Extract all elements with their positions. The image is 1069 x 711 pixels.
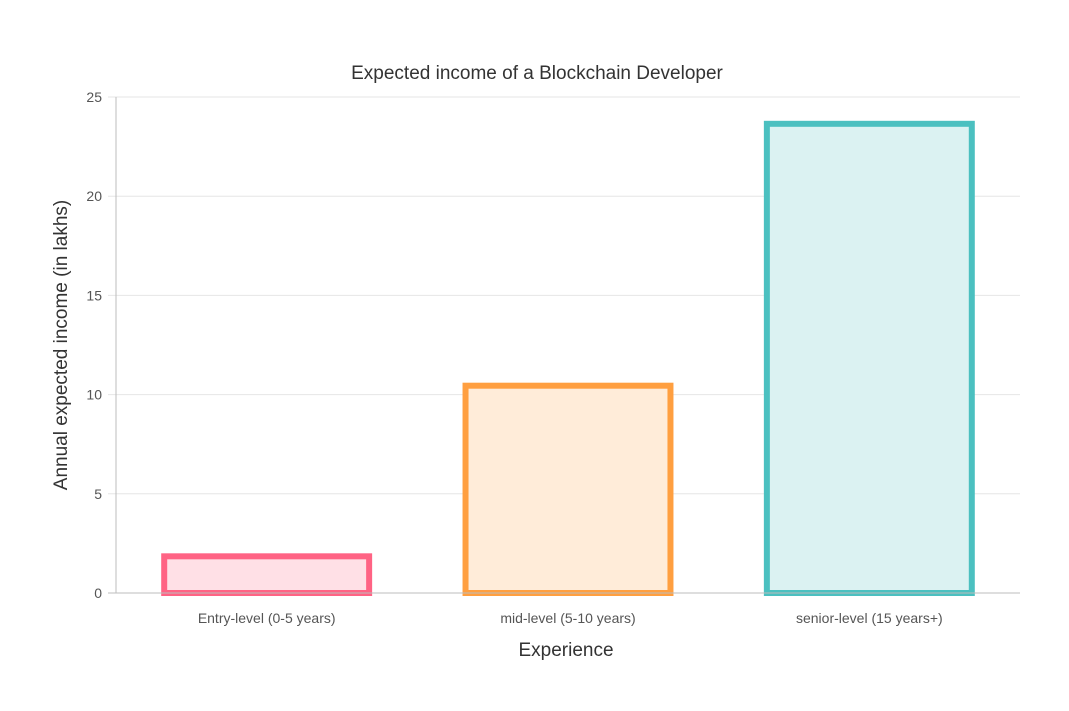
y-tick-label: 25 (86, 89, 102, 105)
y-tick-label: 15 (86, 287, 102, 303)
bar-2 (763, 120, 975, 596)
y-axis-title: Annual expected income (in lakhs) (51, 200, 72, 490)
x-axis-ticks: Entry-level (0-5 years) mid-level (5-10 y… (198, 610, 943, 626)
bar-0 (161, 553, 373, 597)
chart-title: Expected income of a Blockchain Develope… (351, 63, 723, 84)
x-tick-label: senior-level (15 years+) (796, 610, 943, 626)
x-axis-title: Experience (518, 640, 613, 661)
x-tick-label: Entry-level (0-5 years) (198, 610, 336, 626)
y-tick-label: 0 (94, 585, 102, 601)
bar-1 (462, 382, 674, 597)
y-tick-label: 5 (94, 486, 102, 502)
bars (161, 120, 975, 597)
x-tick-label: mid-level (5-10 years) (500, 610, 635, 626)
y-axis-ticks: 0 5 10 15 20 25 (86, 89, 102, 601)
y-tick-label: 10 (86, 387, 102, 403)
y-tick-label: 20 (86, 188, 102, 204)
